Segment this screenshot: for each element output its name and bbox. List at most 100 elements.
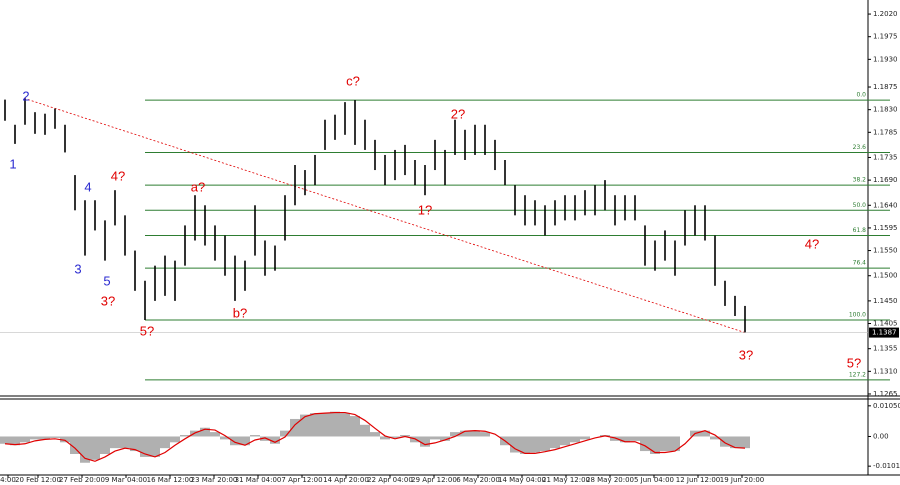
osc-histogram-bar [130, 436, 140, 452]
y-tick-label: 1.1265 [873, 390, 898, 398]
osc-histogram-bar [740, 436, 750, 449]
osc-histogram-bar [0, 436, 10, 444]
x-tick-label: 4:00 [0, 476, 16, 484]
osc-histogram-bar [670, 436, 680, 452]
x-tick-label: 19 Jun 20:00 [720, 476, 764, 484]
y-tick-label: 1.1735 [873, 153, 898, 161]
osc-histogram-bar [650, 436, 660, 454]
wave-label: 2 [22, 88, 29, 103]
osc-histogram-bar [510, 436, 520, 453]
osc-signal-line [4, 411, 746, 462]
x-tick-label: 22 Apr 04:00 [367, 476, 413, 484]
osc-histogram-bar [270, 436, 280, 444]
y-tick-label: 1.1355 [873, 345, 898, 353]
fib-label: 50.0 [853, 202, 867, 209]
x-tick-label: 16 Mar 12:00 [147, 476, 194, 484]
y-tick-label: 1.1640 [873, 201, 898, 209]
y-tick-label: 1.1975 [873, 33, 898, 41]
osc-histogram-bar [290, 418, 300, 437]
x-tick-label: 14 Apr 20:00 [323, 476, 369, 484]
x-tick-label: 27 Feb 20:00 [59, 476, 105, 484]
osc-histogram-bar [360, 424, 370, 437]
y-tick-label: 1.1310 [873, 367, 898, 375]
osc-histogram-bar [180, 435, 190, 437]
x-tick-label: 28 May 20:00 [586, 476, 634, 484]
osc-histogram-bar [700, 430, 710, 437]
osc-histogram-bar [630, 436, 640, 441]
osc-histogram-bar [380, 436, 390, 440]
osc-histogram-bar [120, 436, 130, 449]
osc-histogram-bar [50, 436, 60, 438]
osc-histogram-bar [250, 435, 260, 437]
wave-label: 3 [74, 261, 81, 276]
osc-histogram-bar [570, 436, 580, 443]
osc-histogram-bar [310, 413, 320, 437]
wave-label: 3? [739, 347, 753, 362]
osc-histogram-bar [30, 436, 40, 440]
osc-histogram-bar [40, 436, 50, 440]
wave-label: 5 [103, 273, 110, 288]
wave-label: 1? [418, 202, 432, 217]
y-tick-label: 1.1450 [873, 297, 898, 305]
osc-histogram-bar [460, 430, 470, 437]
osc-histogram-bar [110, 436, 120, 449]
y-tick-label: 1.1875 [873, 83, 898, 91]
wave-label: 1 [9, 156, 16, 171]
osc-histogram-bar [220, 436, 230, 440]
osc-y-tick-label: 0.00 [873, 432, 889, 440]
y-tick-label: 1.1595 [873, 224, 898, 232]
fib-label: 0.0 [856, 92, 866, 99]
y-tick-label: 1.1405 [873, 320, 898, 328]
osc-histogram-bar [660, 436, 670, 452]
osc-histogram-bar [20, 436, 30, 443]
osc-histogram-bar [370, 432, 380, 437]
x-tick-label: 14 May 04:00 [498, 476, 546, 484]
osc-histogram-bar [210, 432, 220, 437]
fib-label: 100.0 [849, 312, 866, 319]
wave-label: 4 [84, 179, 91, 194]
wave-label: 3? [101, 293, 115, 308]
osc-histogram-bar [420, 436, 430, 447]
x-tick-label: 9 Mar 04:00 [105, 476, 147, 484]
x-tick-label: 7 Apr 12:00 [281, 476, 322, 484]
osc-histogram-bar [520, 436, 530, 454]
osc-histogram-bar [340, 413, 350, 437]
osc-histogram-bar [90, 436, 100, 460]
wave-label: 4? [805, 236, 819, 251]
osc-histogram-bar [540, 436, 550, 452]
osc-histogram-bar [550, 436, 560, 449]
osc-histogram-bar [280, 430, 290, 437]
osc-histogram-bar [580, 436, 590, 440]
wave-label: 2? [451, 106, 465, 121]
osc-histogram-bar [70, 436, 80, 454]
osc-y-tick-label: -0.01017 [873, 462, 900, 470]
osc-histogram-bar [230, 436, 240, 446]
osc-y-tick-label: 0.01050 [873, 402, 900, 410]
x-tick-label: 12 Jun 12:00 [676, 476, 720, 484]
osc-histogram-bar [720, 436, 730, 447]
osc-histogram-bar [440, 436, 450, 441]
fib-label: 76.4 [853, 260, 867, 267]
osc-histogram-bar [480, 432, 490, 437]
wave-label: 4? [111, 168, 125, 183]
osc-histogram-bar [640, 436, 650, 452]
wave-label: a? [191, 179, 205, 194]
y-tick-label: 1.1830 [873, 106, 898, 114]
osc-histogram-bar [390, 436, 400, 438]
osc-histogram-bar [330, 411, 340, 437]
osc-histogram-bar [10, 436, 20, 446]
x-tick-label: 23 Mar 20:00 [191, 476, 238, 484]
osc-histogram-bar [710, 436, 720, 440]
fib-label: 23.6 [853, 144, 867, 151]
osc-histogram-bar [730, 436, 740, 449]
osc-histogram-bar [80, 436, 90, 463]
x-tick-label: 5 Jun 04:00 [634, 476, 674, 484]
wave-label: b? [233, 305, 247, 320]
osc-histogram-bar [100, 436, 110, 454]
y-tick-label: 1.2020 [873, 10, 898, 18]
osc-histogram-bar [430, 436, 440, 440]
osc-histogram-bar [150, 436, 160, 457]
fib-label: 38.2 [853, 177, 867, 184]
current-price-label: 1.1387 [872, 329, 897, 337]
